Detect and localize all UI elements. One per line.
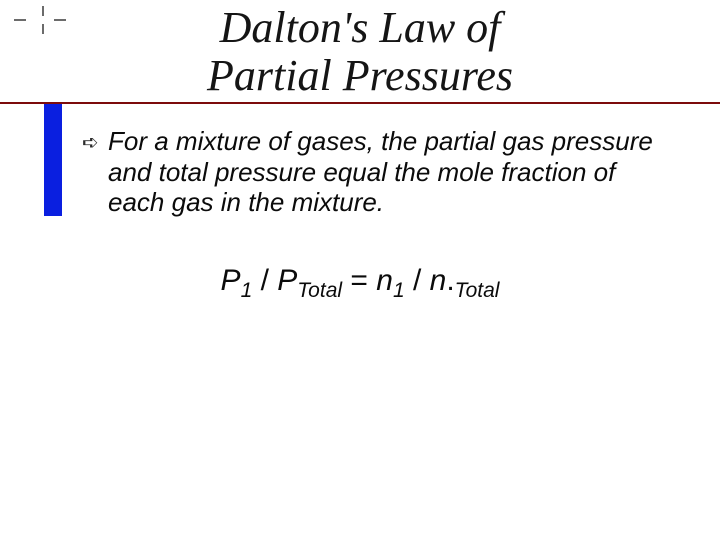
eq-sub-1a: 1 [241, 279, 253, 302]
eq-P: P [221, 264, 241, 297]
eq-P2: P [277, 264, 297, 297]
arrow-bullet-icon: ➪ [82, 130, 99, 155]
eq-equals: = [342, 264, 376, 297]
equation: P1 / PTotal = n1 / n.Total [0, 264, 720, 298]
eq-slash-2: / [405, 264, 430, 297]
eq-sub-total-b: Total [455, 279, 500, 302]
body-paragraph: For a mixture of gases, the partial gas … [108, 126, 668, 218]
eq-n2: n [430, 264, 447, 297]
eq-sub-1b: 1 [393, 279, 405, 302]
eq-n: n [376, 264, 393, 297]
eq-dot: . [446, 264, 454, 297]
eq-sub-total-a: Total [297, 279, 342, 302]
eq-slash-1: / [252, 264, 277, 297]
title-line-2: Partial Pressures [207, 52, 513, 100]
title-line-1: Dalton's Law of [220, 4, 501, 52]
title-underline-rule [0, 102, 720, 104]
slide: Dalton's Law of Partial Pressures ➪ For … [0, 0, 720, 540]
accent-vertical-bar [44, 104, 62, 216]
slide-title: Dalton's Law of Partial Pressures [0, 4, 720, 99]
